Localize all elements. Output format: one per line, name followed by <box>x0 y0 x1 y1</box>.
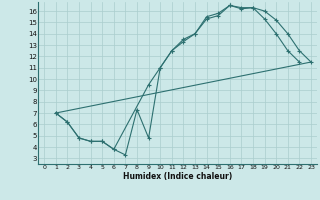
X-axis label: Humidex (Indice chaleur): Humidex (Indice chaleur) <box>123 172 232 181</box>
